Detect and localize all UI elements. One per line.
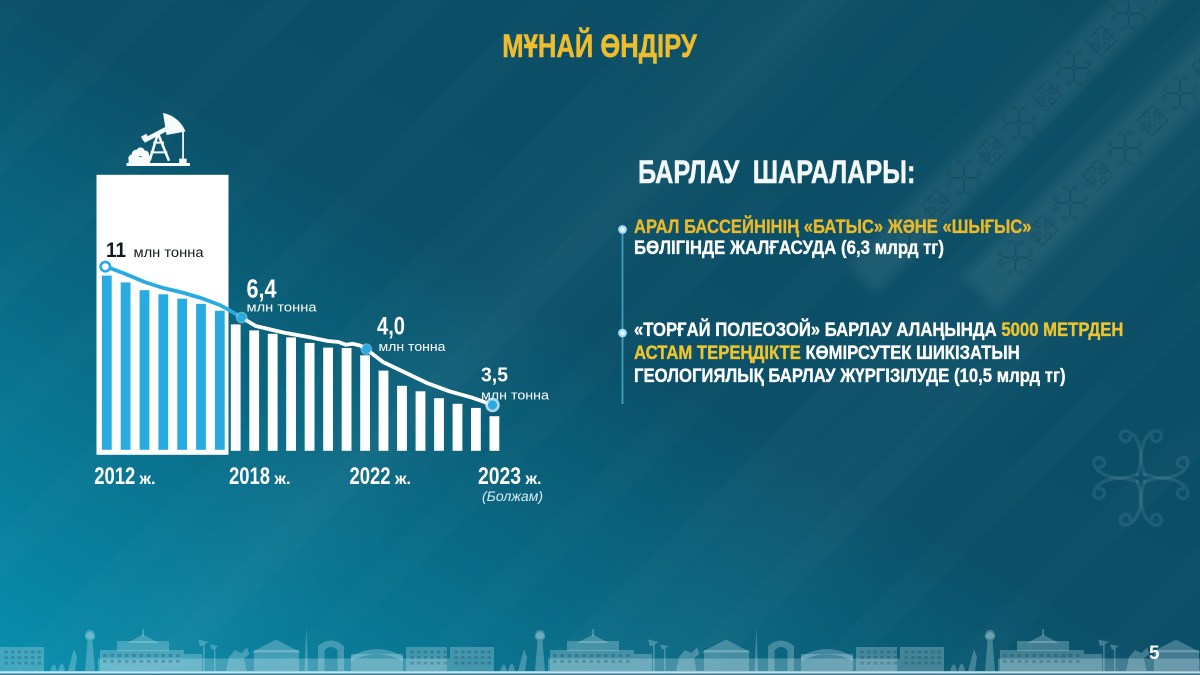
svg-text:2012: 2012 — [94, 463, 135, 490]
svg-text:6,4: 6,4 — [247, 274, 277, 304]
svg-text:ж.: ж. — [394, 471, 411, 488]
svg-text:3,5: 3,5 — [481, 365, 508, 387]
svg-text:млн тонна: млн тонна — [134, 245, 205, 260]
svg-text:млн тонна: млн тонна — [481, 389, 549, 403]
svg-text:4,0: 4,0 — [377, 313, 405, 341]
svg-text:ж.: ж. — [273, 471, 290, 488]
svg-text:млн тонна: млн тонна — [247, 300, 318, 315]
svg-text:ж.: ж. — [138, 471, 155, 488]
svg-text:млн тонна: млн тонна — [379, 339, 447, 354]
svg-text:2023: 2023 — [478, 463, 521, 490]
svg-text:ж.: ж. — [524, 471, 541, 488]
svg-text:2018: 2018 — [229, 463, 270, 490]
svg-text:(Болжам): (Болжам) — [482, 489, 543, 504]
svg-text:11: 11 — [106, 239, 126, 262]
svg-text:2022: 2022 — [350, 463, 391, 490]
